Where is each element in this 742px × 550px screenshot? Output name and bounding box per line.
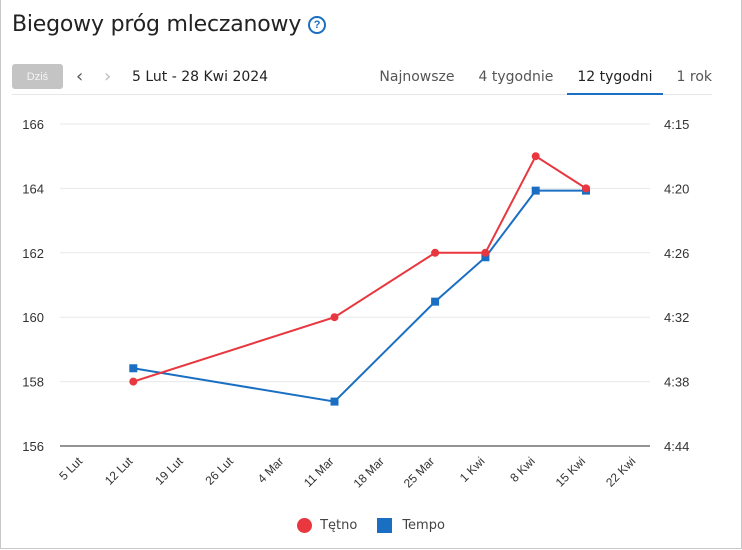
tab-4-weeks[interactable]: 4 tygodnie bbox=[478, 69, 554, 85]
pace-point[interactable] bbox=[431, 297, 440, 306]
y-axis-right: 4:44 4:38 4:32 4:26 4:20 4:15 bbox=[664, 117, 689, 454]
heart-rate-point[interactable] bbox=[582, 184, 590, 193]
y-right-tick-label: 4:20 bbox=[664, 181, 689, 196]
x-tick-label: 5 Lut bbox=[56, 454, 85, 483]
x-tick-label: 4 Mar bbox=[255, 454, 287, 486]
y-tick-label: 166 bbox=[22, 117, 44, 132]
tab-12-weeks[interactable]: 12 tygodni bbox=[567, 64, 663, 95]
x-axis: 5 Lut 12 Lut 19 Lut 26 Lut 4 Mar 11 Mar 18 Mar… bbox=[56, 454, 638, 491]
period-tabs: Najnowsze 4 tygodnie 12 tygodni 1 rok bbox=[355, 64, 712, 95]
pace-point[interactable] bbox=[129, 364, 138, 373]
y-tick-label: 158 bbox=[22, 375, 44, 390]
date-range: 5 Lut - 28 Kwi 2024 bbox=[132, 69, 269, 85]
chevron-left-icon[interactable]: ‹ bbox=[76, 66, 84, 87]
page-title: Biegowy próg mleczanowy bbox=[12, 12, 302, 37]
x-tick-label: 22 Kwi bbox=[603, 454, 638, 489]
pace-point[interactable] bbox=[481, 253, 490, 262]
square-marker-icon bbox=[377, 518, 393, 533]
heart-rate-point[interactable] bbox=[481, 248, 490, 257]
y-right-tick-label: 4:38 bbox=[664, 375, 689, 390]
x-tick-label: 8 Kwi bbox=[507, 454, 538, 485]
y-right-tick-label: 4:32 bbox=[664, 310, 689, 325]
x-tick-label: 1 Kwi bbox=[457, 454, 488, 485]
y-tick-label: 160 bbox=[22, 310, 44, 325]
help-icon[interactable]: ? bbox=[308, 15, 327, 34]
legend-pace[interactable]: Tempo bbox=[377, 518, 445, 533]
legend: Tętno Tempo bbox=[0, 518, 742, 533]
heart-rate-point[interactable] bbox=[531, 152, 540, 161]
legend-label: Tętno bbox=[320, 518, 358, 533]
heart-rate-point[interactable] bbox=[431, 248, 440, 257]
pace-point[interactable] bbox=[330, 397, 339, 406]
legend-label: Tempo bbox=[402, 518, 445, 533]
pace-point[interactable] bbox=[531, 186, 540, 195]
x-tick-label: 18 Mar bbox=[351, 454, 387, 490]
circle-marker-icon bbox=[297, 518, 313, 533]
tab-1-year[interactable]: 1 rok bbox=[676, 69, 712, 85]
series bbox=[129, 152, 590, 406]
today-button[interactable]: Dziś bbox=[12, 64, 63, 89]
heart-rate-line bbox=[132, 154, 587, 383]
y-tick-label: 162 bbox=[22, 246, 44, 261]
y-tick-label: 164 bbox=[22, 181, 44, 196]
toolbar: Dziś ‹ › 5 Lut - 28 Kwi 2024 Najnowsze 4… bbox=[12, 64, 712, 95]
y-tick-label: 156 bbox=[22, 439, 44, 454]
x-tick-label: 15 Kwi bbox=[553, 454, 588, 489]
legend-heart-rate[interactable]: Tętno bbox=[297, 518, 357, 533]
y-right-tick-label: 4:15 bbox=[664, 117, 689, 132]
heart-rate-point[interactable] bbox=[129, 377, 138, 386]
x-tick-label: 12 Lut bbox=[102, 454, 136, 488]
x-tick-label: 26 Lut bbox=[203, 454, 237, 488]
title-row: Biegowy próg mleczanowy ? bbox=[12, 12, 327, 37]
pace-line bbox=[133, 189, 586, 403]
x-tick-label: 11 Mar bbox=[301, 454, 337, 490]
tab-latest[interactable]: Najnowsze bbox=[379, 69, 455, 85]
y-right-tick-label: 4:26 bbox=[664, 246, 689, 261]
x-tick-label: 19 Lut bbox=[152, 454, 186, 488]
y-axis-left: 156 158 160 162 164 166 bbox=[22, 117, 44, 454]
y-right-tick-label: 4:44 bbox=[664, 439, 689, 454]
x-tick-label: 25 Mar bbox=[401, 454, 437, 490]
heart-rate-point[interactable] bbox=[330, 313, 339, 322]
chevron-right-icon[interactable]: › bbox=[104, 66, 112, 87]
